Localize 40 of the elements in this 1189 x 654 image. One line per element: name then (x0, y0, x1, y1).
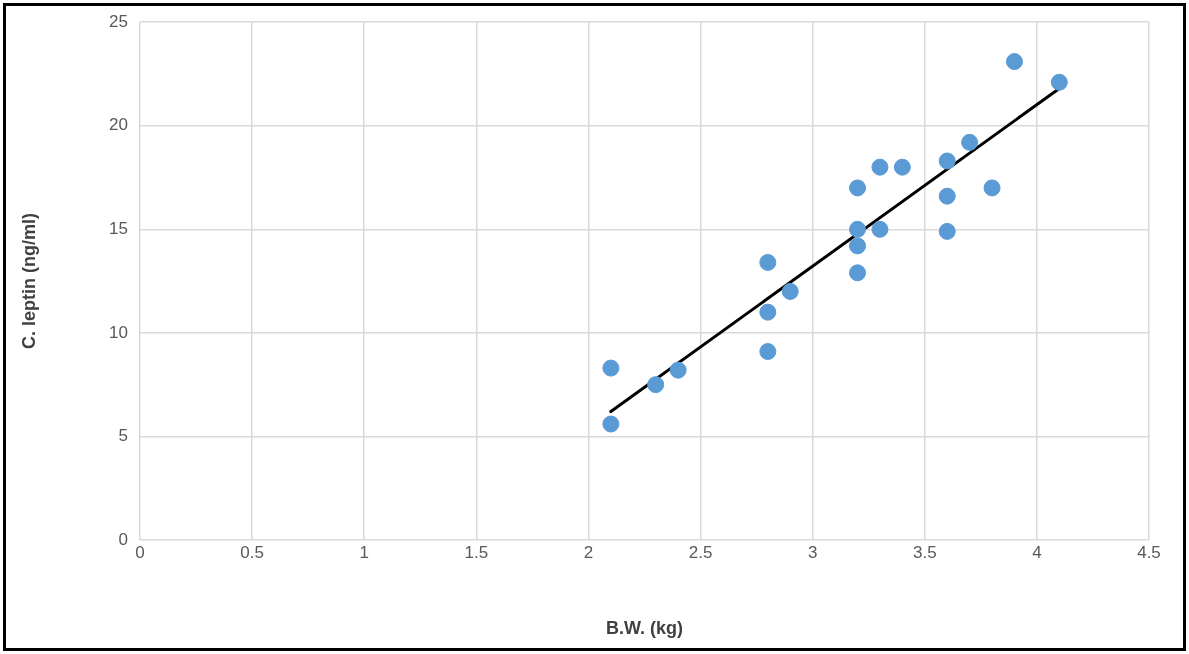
point (759, 343, 777, 361)
x-tick-label: 3 (807, 542, 818, 562)
y-axis-title: C. leptin (ng/ml) (18, 213, 39, 350)
point (849, 264, 867, 282)
x-axis-title: B.W. (kg) (606, 618, 683, 639)
x-tick-label: 3.5 (912, 542, 937, 562)
point (849, 220, 867, 238)
x-tick-label: 0 (135, 542, 145, 562)
y-tick-label: 25 (109, 11, 128, 31)
point (849, 179, 867, 197)
x-tick-label: 1 (359, 542, 369, 562)
point (871, 220, 889, 238)
point (1005, 53, 1023, 71)
point (938, 152, 956, 170)
x-tick-label: 2.5 (688, 542, 713, 562)
point (602, 415, 620, 433)
point (669, 361, 687, 379)
y-tick-label: 20 (109, 115, 128, 135)
point (781, 282, 799, 300)
point (961, 133, 979, 151)
point (983, 179, 1001, 197)
y-tick-label: 10 (109, 322, 128, 342)
y-tick-label: 0 (118, 529, 128, 549)
point (602, 359, 620, 377)
x-tick-label: 0.5 (240, 542, 264, 562)
point (893, 158, 911, 176)
y-tick-label: 5 (118, 426, 128, 446)
point (759, 253, 777, 271)
x-tick-label: 4 (1032, 542, 1042, 562)
point (938, 187, 956, 205)
point (1050, 73, 1068, 91)
x-tick-label: 4.5 (1137, 542, 1161, 562)
point (759, 303, 777, 321)
point (849, 237, 867, 255)
x-tick-label: 1.5 (464, 542, 489, 562)
point (871, 158, 889, 176)
point (647, 376, 665, 394)
y-tick-label: 15 (109, 219, 128, 239)
x-tick-label: 2 (583, 542, 594, 562)
point (938, 222, 956, 240)
